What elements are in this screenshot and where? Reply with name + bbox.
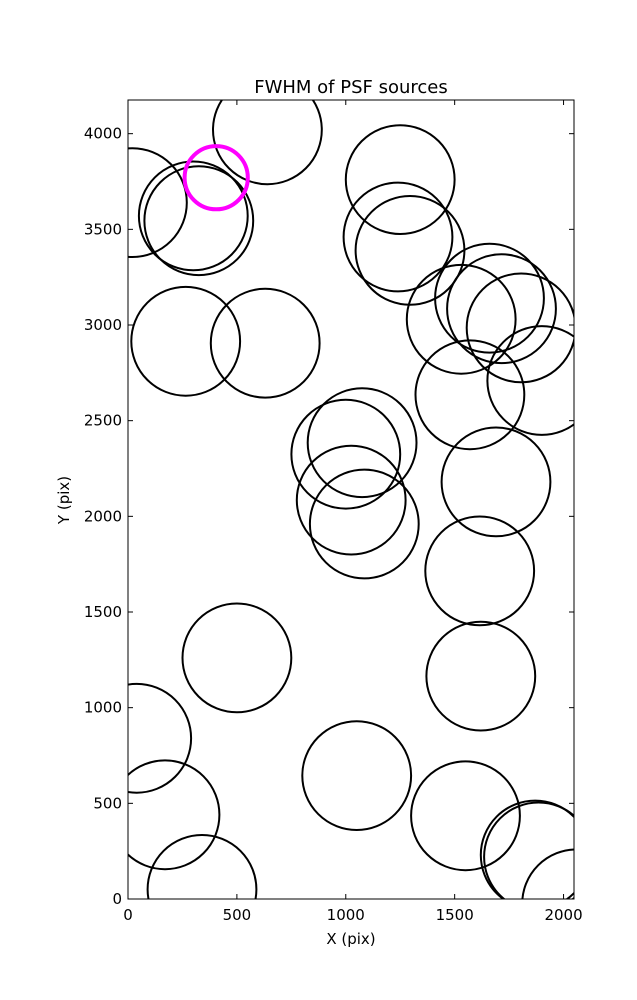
source-circle <box>342 181 454 293</box>
source-circle <box>306 387 418 499</box>
x-tick-label: 2000 <box>544 906 582 924</box>
source-circle <box>424 515 536 627</box>
source-circle <box>143 165 255 277</box>
source-circle <box>128 759 221 871</box>
source-circle <box>290 398 402 510</box>
x-tick-label: 0 <box>123 906 133 924</box>
markers-layer <box>128 100 574 899</box>
source-circle <box>295 444 407 556</box>
y-tick-label: 2000 <box>84 507 122 525</box>
source-circle <box>354 195 466 306</box>
source-circle <box>308 468 420 580</box>
source-circle <box>440 426 552 538</box>
y-tick-label: 1500 <box>84 603 122 621</box>
chart-title: FWHM of PSF sources <box>254 77 448 98</box>
source-circle <box>410 760 521 872</box>
source-circle <box>344 124 456 236</box>
source-circle <box>425 620 537 732</box>
y-tick-label: 3500 <box>84 220 122 238</box>
x-axis-ticks: 0 500 1000 1500 2000 <box>123 100 583 924</box>
source-circle <box>521 848 574 899</box>
plot-frame <box>127 99 575 900</box>
y-tick-label: 1000 <box>84 699 122 717</box>
source-circle <box>446 253 557 365</box>
highlighted-source-circle <box>182 144 250 212</box>
source-circle <box>486 325 574 436</box>
source-circle <box>128 147 188 258</box>
source-circle <box>181 602 293 714</box>
source-circle <box>209 287 321 399</box>
y-tick-label: 2500 <box>84 412 122 430</box>
source-circle <box>483 801 574 899</box>
source-circle <box>212 100 323 186</box>
source-circle <box>146 834 258 899</box>
y-tick-label: 500 <box>93 794 122 812</box>
source-circle <box>128 682 193 794</box>
x-tick-label: 1500 <box>436 906 474 924</box>
y-tick-label: 4000 <box>84 125 122 143</box>
source-circle <box>137 160 249 272</box>
y-axis-ticks: 0 500 1000 1500 2000 2500 3000 3500 4000 <box>84 125 574 908</box>
y-tick-label: 3000 <box>84 316 122 334</box>
source-circle <box>414 339 526 451</box>
y-tick-label: 0 <box>112 890 122 908</box>
source-circle <box>301 720 413 831</box>
source-circle <box>479 799 574 899</box>
x-tick-label: 500 <box>223 906 252 924</box>
source-circle <box>434 242 545 354</box>
source-circle <box>465 272 574 384</box>
x-axis-label: X (pix) <box>326 930 375 948</box>
source-circle <box>405 263 517 375</box>
source-circle <box>130 285 242 397</box>
y-axis-label: Y (pix) <box>55 476 73 525</box>
x-tick-label: 1000 <box>327 906 365 924</box>
